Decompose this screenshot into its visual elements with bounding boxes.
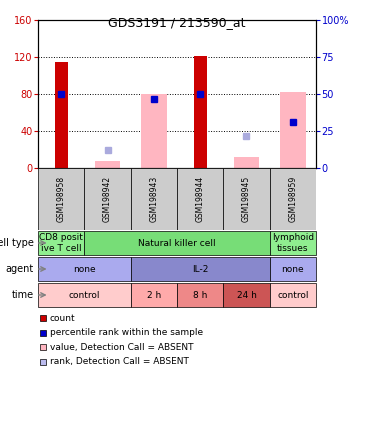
Text: GSM198945: GSM198945 [242,176,251,222]
Bar [131,168,177,230]
Bar [38,168,84,230]
Bar [177,283,223,307]
Text: GSM198944: GSM198944 [196,176,205,222]
Bar [84,231,270,255]
Bar [223,283,270,307]
Bar [40,315,46,321]
Text: IL-2: IL-2 [192,265,209,274]
Text: lymphoid
tissues: lymphoid tissues [272,233,314,253]
Bar [270,231,316,255]
Text: GDS3191 / 213590_at: GDS3191 / 213590_at [108,16,246,29]
Text: percentile rank within the sample: percentile rank within the sample [50,328,203,337]
Text: 8 h: 8 h [193,290,207,300]
Bar [280,92,306,168]
Bar [270,283,316,307]
Text: CD8 posit
ive T cell: CD8 posit ive T cell [39,233,83,253]
Text: control: control [277,290,309,300]
Text: count: count [50,314,76,323]
Bar [38,257,131,281]
Bar [38,283,131,307]
Bar [223,168,270,230]
Text: 24 h: 24 h [237,290,256,300]
Bar [84,168,131,230]
Text: control: control [69,290,100,300]
Bar [234,157,259,168]
Bar [40,344,46,350]
Text: GSM198943: GSM198943 [150,176,158,222]
Bar [131,283,177,307]
Bar [177,168,223,230]
Bar [141,94,167,168]
Text: time: time [12,290,34,300]
Bar [40,330,46,336]
Text: rank, Detection Call = ABSENT: rank, Detection Call = ABSENT [50,357,189,366]
Text: none: none [282,265,304,274]
Text: GSM198958: GSM198958 [57,176,66,222]
Text: cell type: cell type [0,238,34,248]
Bar [194,56,207,168]
Text: none: none [73,265,96,274]
Text: Natural killer cell: Natural killer cell [138,238,216,247]
Text: agent: agent [6,264,34,274]
Text: value, Detection Call = ABSENT: value, Detection Call = ABSENT [50,343,194,352]
Bar [131,257,270,281]
Bar [55,62,68,168]
Text: 2 h: 2 h [147,290,161,300]
Text: GSM198942: GSM198942 [103,176,112,222]
Bar [40,359,46,365]
Bar [270,257,316,281]
Bar [270,168,316,230]
Text: GSM198959: GSM198959 [288,176,297,222]
Bar [38,231,84,255]
Bar [95,161,120,168]
